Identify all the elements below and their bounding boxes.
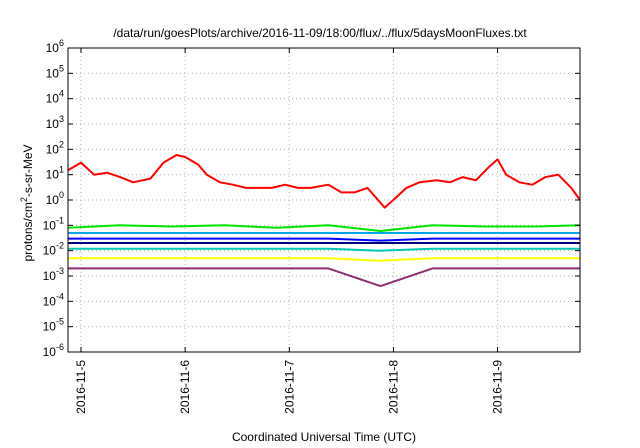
y-tick-exponent: 4 [59,89,64,99]
y-tick-label: 10-5 [43,317,64,334]
y-tick-label: 102 [46,139,64,156]
y-tick-base: 10 [46,142,60,156]
y-tick-exponent: 3 [59,114,64,124]
y-tick-label: 105 [46,63,64,80]
y-tick-exponent: -4 [56,291,64,301]
y-tick-label: 10-2 [43,241,64,258]
series-line-7 [68,257,580,262]
series-layer [67,154,581,288]
y-tick-label: 103 [46,114,64,131]
y-tick-base: 10 [43,269,57,283]
series-line-8 [68,267,580,288]
y-tick-exponent: 1 [59,165,64,175]
y-tick-exponent: 0 [59,190,64,200]
y-tick-base: 10 [46,41,60,55]
y-tick-base: 10 [43,244,57,258]
series-line-2 [67,224,581,232]
series-line-1 [67,154,581,209]
y-tick-base: 10 [46,117,60,131]
y-tick-label: 10-3 [43,266,64,283]
y-tick-label: 106 [46,38,64,55]
y-tick-base: 10 [46,66,60,80]
y-tick-base: 10 [46,193,60,207]
y-axis-label: protons/cm2-s-sr-MeV [19,144,35,261]
y-tick-label: 101 [46,165,64,182]
chart-title: /data/run/goesPlots/archive/2016-11-09/1… [113,26,527,40]
y-tick-base: 10 [46,168,60,182]
y-tick-label: 104 [46,89,64,106]
y-tick-label: 10-1 [43,215,64,232]
x-tick-label: 2016-11-7 [282,360,296,414]
y-tick-label: 100 [46,190,64,207]
y-tick-base: 10 [43,320,57,334]
y-tick-exponent: -3 [56,266,64,276]
x-tick-label: 2016-11-8 [386,360,400,414]
grid [68,48,580,352]
y-tick-label: 10-6 [43,342,64,359]
x-tick-label: 2016-11-5 [74,360,88,414]
y-tick-label: 10-4 [43,291,64,308]
y-tick-base: 10 [43,218,57,232]
y-tick-base: 10 [43,345,57,359]
series-line-6 [68,247,580,252]
y-tick-exponent: -6 [56,342,64,352]
y-axis-ticks: 10-610-510-410-310-210-11001011021031041… [43,38,580,359]
y-tick-exponent: -2 [56,241,64,251]
x-tick-label: 2016-11-6 [178,360,192,414]
x-axis-ticks: 2016-11-5 2016-11-6 2016-11-7 2016-11-8 2016… [74,48,505,414]
y-tick-base: 10 [43,294,57,308]
y-tick-exponent: -1 [56,215,64,225]
y-tick-exponent: 5 [59,63,64,73]
x-axis-label: Coordinated Universal Time (UTC) [232,430,416,444]
y-tick-exponent: -5 [56,317,64,327]
y-tick-exponent: 6 [59,38,64,48]
series-line-4 [68,237,580,242]
y-tick-exponent: 2 [59,139,64,149]
y-tick-base: 10 [46,92,60,106]
x-tick-label: 2016-11-9 [491,360,505,414]
